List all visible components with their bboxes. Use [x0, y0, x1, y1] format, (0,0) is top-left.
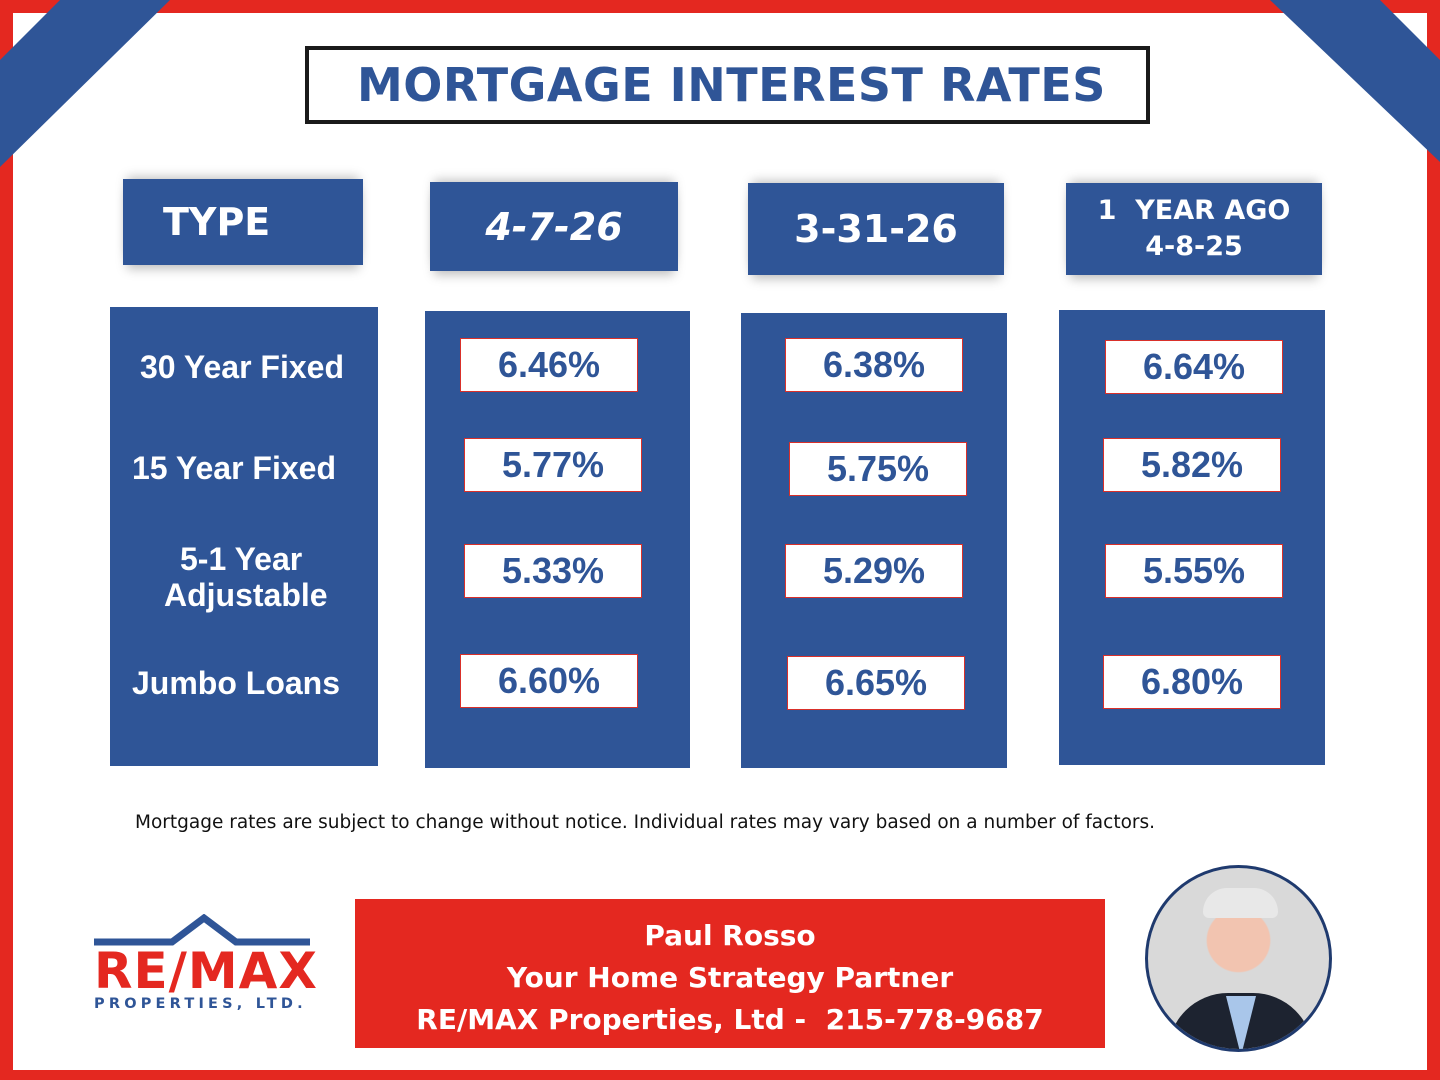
header-type: TYPE — [123, 179, 363, 265]
rates-column-current: 6.46% 5.77% 5.33% 6.60% — [425, 311, 690, 768]
type-adjustable: Adjustable — [164, 577, 328, 613]
agent-tagline: Your Home Strategy Partner — [506, 961, 954, 994]
rate-cell: 6.60% — [460, 654, 638, 708]
rate-cell: 5.29% — [785, 544, 963, 598]
corner-stripe-right — [1270, 0, 1440, 162]
photo-hair — [1203, 888, 1278, 918]
logo-sub: PROPERTIES, LTD. — [94, 996, 307, 1012]
rate-cell: 5.33% — [464, 544, 642, 598]
agent-company-phone: RE/MAX Properties, Ltd - 215-778-9687 — [416, 1003, 1044, 1036]
logo-brand: RE/MAX — [94, 942, 318, 1000]
house-roof-icon — [94, 914, 310, 946]
type-5-1-year: 5-1 Year — [180, 541, 303, 577]
header-year-ago: 1 YEAR AGO 4-8-25 — [1066, 183, 1322, 275]
rate-cell: 5.82% — [1103, 438, 1281, 492]
header-date-current: 4-7-26 — [430, 182, 678, 271]
rate-cell: 6.65% — [787, 656, 965, 710]
header-date-previous-text: 3-31-26 — [794, 207, 958, 251]
agent-name: Paul Rosso — [644, 919, 816, 952]
header-date-previous: 3-31-26 — [748, 183, 1004, 275]
agent-footer: Paul Rosso Your Home Strategy Partner RE… — [355, 899, 1105, 1048]
disclaimer: Mortgage rates are subject to change wit… — [135, 812, 1156, 833]
page-title: MORTGAGE INTEREST RATES — [305, 46, 1150, 124]
agent-photo — [1145, 865, 1332, 1052]
rate-cell: 6.46% — [460, 338, 638, 392]
rates-column-year-ago: 6.64% 5.82% 5.55% 6.80% — [1059, 310, 1325, 765]
remax-logo: RE/MAX PROPERTIES, LTD. — [94, 914, 318, 1014]
rate-cell: 5.55% — [1105, 544, 1283, 598]
header-year-ago-date: 4-8-25 — [1145, 231, 1243, 262]
rate-cell: 6.38% — [785, 338, 963, 392]
type-30-year-fixed: 30 Year Fixed — [140, 349, 344, 385]
corner-stripe-left — [0, 0, 170, 167]
type-jumbo-loans: Jumbo Loans — [132, 665, 341, 701]
header-year-ago-label: 1 YEAR AGO — [1097, 195, 1291, 226]
type-15-year-fixed: 15 Year Fixed — [132, 450, 336, 486]
rates-column-previous: 6.38% 5.75% 5.29% 6.65% — [741, 313, 1007, 768]
rate-cell: 5.75% — [789, 442, 967, 496]
rate-cell: 5.77% — [464, 438, 642, 492]
rate-cell: 6.80% — [1103, 655, 1281, 709]
type-column: 30 Year Fixed 15 Year Fixed 5-1 Year Adj… — [110, 307, 378, 766]
rate-cell: 6.64% — [1105, 340, 1283, 394]
